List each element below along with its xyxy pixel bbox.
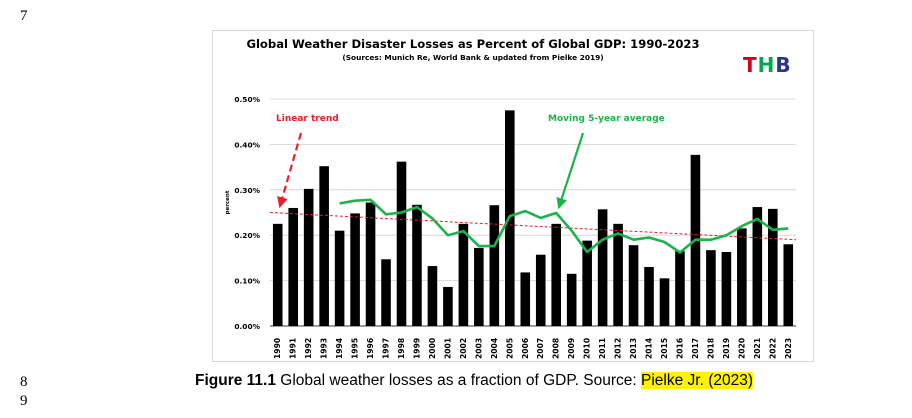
annotation-moving-average: Moving 5-year average [548,114,665,124]
logo-letter-h: H [757,53,776,77]
bar-1996 [365,202,376,326]
x-tick-label: 2000 [428,338,437,359]
x-tick-label: 2007 [536,338,545,359]
y-tick-label: 0.50% [234,95,260,104]
x-tick-label: 2022 [768,338,777,359]
x-tick-label: 2019 [722,338,731,359]
bar-2011 [597,209,608,326]
y-tick-label: 0.20% [234,231,260,240]
x-tick-label: 1992 [304,338,313,359]
moving-average-arrow [556,132,585,210]
bar-2019 [721,251,732,326]
bar-1997 [381,259,391,326]
bar-2007 [535,254,546,326]
bar-2013 [628,245,639,326]
x-tick-label: 2001 [443,338,452,359]
y-tick-label: 0.00% [234,322,260,331]
caption-label: Figure 11.1 [195,372,276,389]
line-number-8: 8 [20,374,28,390]
x-tick-label: 1994 [335,338,344,359]
bar-2020 [737,228,747,326]
thb-logo: THB [743,53,792,77]
x-tick-label: 2017 [691,338,700,359]
figure-caption: Figure 11.1 Global weather losses as a f… [195,372,753,390]
bar-2023 [783,244,794,326]
bar-2006 [520,272,531,326]
y-tick-label: 0.30% [234,186,260,195]
chart-figure: 0.00% 0.10% 0.20% 0.30% 0.40% 0.50% percent 199… [212,30,814,362]
x-tick-label: 2011 [598,338,607,359]
bar-2018 [706,250,716,326]
bar-2000 [427,266,438,326]
bar-1995 [350,213,360,326]
x-tick-label: 1990 [273,338,282,359]
bar-1998 [396,161,407,326]
x-tick-label: 2018 [706,338,715,359]
y-tick-label: 0.10% [234,277,260,286]
bar-2022 [767,208,778,326]
bar-2004 [489,205,500,326]
x-tick-label: 2016 [675,338,684,359]
line-number-7: 7 [20,8,28,24]
bar-2021 [752,207,763,326]
y-axis-label: percent [225,190,231,214]
x-tick-label: 1996 [366,338,375,359]
y-tick-label: 0.40% [234,140,260,149]
x-tick-label: 1991 [289,338,298,359]
bar-1999 [412,204,422,326]
bar-2002 [458,223,469,326]
caption-source-link[interactable]: Pielke Jr. (2023) [641,372,753,389]
x-tick-label: 2013 [629,338,638,359]
bar-2008 [551,223,562,326]
bar-1994 [334,230,345,326]
x-tick-label: 2002 [459,338,468,359]
linear-trend-arrow [277,132,303,209]
bar-2003 [474,247,484,326]
line-number-9: 9 [20,393,28,409]
x-tick-label: 2006 [521,338,530,359]
x-tick-label: 2014 [645,338,654,359]
logo-letter-t: T [743,53,758,77]
bar-1990 [272,223,283,326]
bar-1993 [319,166,329,326]
caption-text: Global weather losses as a fraction of G… [275,372,641,389]
x-tick-label: 2009 [567,338,576,359]
x-tick-label: 2003 [474,338,483,359]
x-tick-label: 2004 [490,338,499,359]
bar-2012 [613,223,623,326]
x-tick-label: 2008 [552,338,561,359]
x-tick-label: 2012 [614,338,623,359]
bar-1991 [288,207,299,326]
x-tick-label: 1997 [382,338,391,359]
linear-trend-line [269,212,797,241]
bar-2001 [443,286,453,326]
bar-2014 [644,266,654,326]
logo-letter-b: B [775,53,792,77]
bar-2015 [659,278,670,326]
annotation-linear-trend: Linear trend [276,114,339,124]
x-tick-label: 2005 [505,338,514,359]
x-tick-label: 2023 [784,338,793,359]
bar-2010 [582,240,592,326]
bar-2009 [566,273,577,326]
bar-1992 [303,188,314,326]
x-tick-label: 2010 [583,338,592,359]
x-tick-label: 2015 [660,338,669,359]
chart-title: Global Weather Disaster Losses as Percen… [246,37,700,51]
moving-average-line [339,198,789,254]
chart-subtitle: (Sources: Munich Re, World Bank & update… [342,53,604,62]
x-tick-label: 2020 [737,338,746,359]
x-tick-label: 2021 [753,338,762,359]
x-tick-label: 1995 [351,338,360,359]
x-tick-label: 1998 [397,338,406,359]
chart-plot: 0.00% 0.10% 0.20% 0.30% 0.40% 0.50% percent 199… [225,95,797,359]
x-tick-label: 1993 [320,338,329,359]
bar-2016 [675,251,685,326]
x-tick-label: 1999 [412,338,421,359]
